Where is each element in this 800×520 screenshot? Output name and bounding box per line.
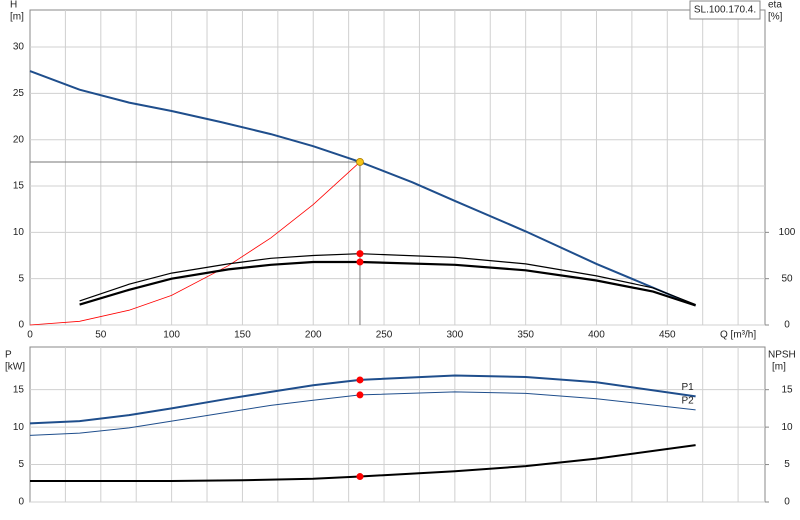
axis-label: [%] bbox=[768, 12, 783, 23]
y-tick-label: 15 bbox=[13, 384, 25, 395]
x-tick-label: 400 bbox=[588, 330, 605, 341]
y2-tick-label: 50 bbox=[781, 273, 793, 284]
y-tick-label: 10 bbox=[13, 227, 25, 238]
operating-point bbox=[356, 376, 364, 384]
annotation: SL.100.170.4. bbox=[694, 5, 756, 16]
curve bbox=[79, 260, 696, 307]
axis-label: eta bbox=[768, 0, 782, 11]
operating-point bbox=[356, 158, 364, 166]
curve bbox=[29, 391, 696, 436]
y2-tick-label: 100 bbox=[779, 227, 796, 238]
y-tick-label: 10 bbox=[13, 422, 25, 433]
y-tick-label: 30 bbox=[13, 42, 25, 53]
y-tick-label: 0 bbox=[18, 320, 24, 331]
x-tick-label: 100 bbox=[163, 330, 180, 341]
series-label: P2 bbox=[681, 396, 694, 407]
y2-tick-label: 5 bbox=[784, 459, 790, 470]
x-axis-label: Q [m³/h] bbox=[720, 330, 756, 341]
curve bbox=[29, 161, 361, 326]
x-tick-label: 350 bbox=[517, 330, 534, 341]
axis-label: [kW] bbox=[5, 362, 25, 373]
curve bbox=[29, 374, 696, 425]
y-tick-label: 5 bbox=[18, 459, 24, 470]
y2-tick-label: 15 bbox=[781, 384, 793, 395]
y2-tick-label: 10 bbox=[781, 422, 793, 433]
y-tick-label: 0 bbox=[18, 497, 24, 508]
y-tick-label: 25 bbox=[13, 88, 25, 99]
operating-point bbox=[356, 391, 364, 399]
x-tick-label: 200 bbox=[305, 330, 322, 341]
operating-point bbox=[356, 258, 364, 266]
curve bbox=[79, 253, 696, 306]
y-tick-label: 20 bbox=[13, 134, 25, 145]
x-tick-label: 250 bbox=[376, 330, 393, 341]
operating-point bbox=[356, 250, 364, 258]
axis-label: NPSH bbox=[768, 350, 796, 361]
x-tick-label: 50 bbox=[95, 330, 107, 341]
annotation-box bbox=[689, 0, 761, 20]
x-tick-label: 0 bbox=[27, 330, 33, 341]
axis-label: [m] bbox=[10, 12, 24, 23]
x-tick-label: 450 bbox=[659, 330, 676, 341]
y2-tick-label: 0 bbox=[784, 320, 790, 331]
operating-point bbox=[356, 473, 364, 481]
axis-label: H bbox=[10, 0, 17, 11]
y-tick-label: 5 bbox=[18, 273, 24, 284]
axis-label: P bbox=[5, 350, 12, 361]
y2-tick-label: 0 bbox=[784, 497, 790, 508]
x-tick-label: 150 bbox=[234, 330, 251, 341]
x-tick-label: 300 bbox=[447, 330, 464, 341]
y-tick-label: 15 bbox=[13, 181, 25, 192]
axis-label: [m] bbox=[772, 362, 786, 373]
curve bbox=[29, 70, 696, 307]
series-label: P1 bbox=[681, 382, 694, 393]
